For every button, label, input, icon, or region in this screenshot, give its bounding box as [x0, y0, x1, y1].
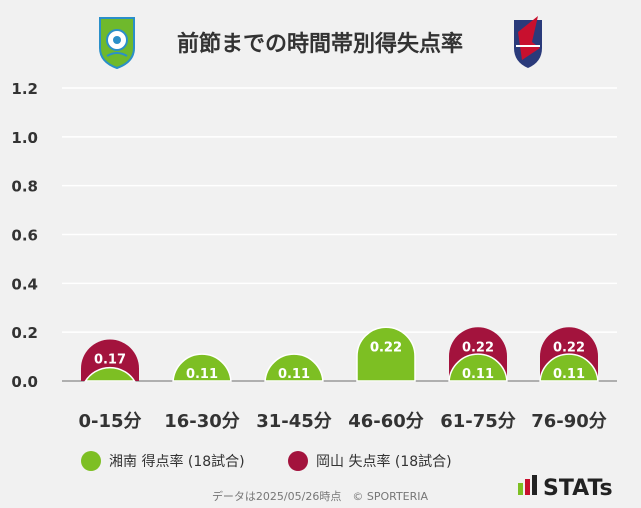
- legend-swatch-shonan: [81, 451, 101, 471]
- y-tick-label: 1.2: [11, 80, 38, 98]
- bar-group: [448, 327, 508, 382]
- y-tick-label: 0.2: [11, 324, 38, 342]
- bar-shonan: [264, 353, 324, 382]
- y-tick-label: 1.0: [11, 129, 38, 147]
- legend-label-shonan: 湘南 得点率 (18試合): [109, 453, 245, 470]
- data-label-okayama: 0.22: [553, 340, 585, 355]
- x-tick-label: 16-30分: [164, 411, 240, 432]
- shonan-emblem-icon: [99, 17, 135, 70]
- y-tick-label: 0.0: [11, 373, 38, 391]
- data-label-shonan: 0.11: [186, 367, 218, 382]
- footnote: データは2025/05/26時点 © SPORTERIA: [212, 489, 429, 503]
- data-label-shonan: 0.11: [462, 367, 494, 382]
- x-axis: 0-15分 16-30分 31-45分 46-60分 61-75分 76-90分: [78, 411, 606, 432]
- bars: 0.170.11 0.110.220.22 0.220.110.220.11: [81, 326, 599, 382]
- bar-shonan: [84, 366, 136, 382]
- data-label-okayama: 0.17: [94, 352, 126, 367]
- bar-group: [172, 353, 232, 382]
- data-label-okayama: 0.22: [462, 340, 494, 355]
- bar-shonan: [448, 353, 508, 382]
- x-tick-label: 61-75分: [440, 411, 516, 432]
- x-tick-label: 31-45分: [256, 411, 332, 432]
- legend-label-okayama: 岡山 失点率 (18試合): [316, 453, 452, 470]
- bar-group: [539, 327, 599, 382]
- grid-lines: [62, 87, 617, 382]
- y-axis: 0.0 0.2 0.4 0.6 0.8 1.0 1.2: [11, 80, 38, 391]
- bar-group: [356, 326, 416, 382]
- data-label-shonan: 0.11: [553, 367, 585, 382]
- bar-shonan: [172, 353, 232, 382]
- y-tick-label: 0.6: [11, 227, 38, 245]
- stats-logo: STATs: [518, 475, 613, 501]
- x-tick-label: 0-15分: [78, 411, 141, 432]
- bar-shonan: [539, 353, 599, 382]
- legend: 湘南 得点率 (18試合) 岡山 失点率 (18試合): [81, 451, 452, 471]
- stats-logo-text: STATs: [543, 476, 613, 501]
- legend-swatch-okayama: [288, 451, 308, 471]
- data-label-shonan: 0.22: [370, 340, 402, 355]
- x-tick-label: 46-60分: [348, 411, 424, 432]
- data-label-okayama: 0.22: [370, 340, 402, 355]
- chart-title: 前節までの時間帯別得失点率: [177, 31, 463, 57]
- bar-group: [264, 353, 324, 382]
- x-tick-label: 76-90分: [531, 411, 607, 432]
- y-tick-label: 0.4: [11, 275, 38, 293]
- bar-group: [81, 339, 139, 382]
- y-tick-label: 0.8: [11, 178, 38, 196]
- data-label-shonan: 0.11: [278, 367, 310, 382]
- bar-shonan: [356, 326, 416, 382]
- okayama-emblem-icon: [514, 16, 542, 68]
